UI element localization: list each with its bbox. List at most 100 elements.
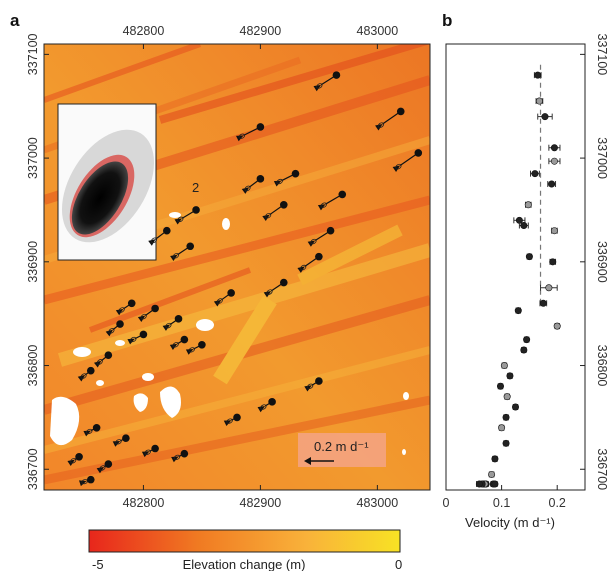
error-ellipse bbox=[377, 122, 385, 128]
y-tick-label: 336900 bbox=[26, 241, 40, 283]
survey-point bbox=[186, 242, 195, 251]
survey-point bbox=[86, 475, 95, 484]
error-ellipse bbox=[320, 202, 327, 208]
error-ellipse bbox=[130, 336, 137, 343]
survey-point bbox=[92, 423, 101, 432]
x-tick-label-bottom: 482800 bbox=[123, 496, 165, 510]
velocity-point bbox=[503, 393, 511, 401]
panel-b-frame bbox=[445, 43, 586, 491]
error-ellipse bbox=[266, 289, 273, 295]
velocity-point bbox=[502, 439, 510, 447]
error-ellipse bbox=[165, 322, 172, 329]
survey-point bbox=[291, 169, 300, 178]
velocity-point bbox=[502, 413, 510, 421]
error-ellipse bbox=[172, 342, 179, 348]
velocity-profile bbox=[475, 71, 561, 488]
error-ellipse bbox=[276, 178, 283, 185]
point-annotation: 2 bbox=[192, 180, 199, 195]
velocity-point bbox=[524, 201, 532, 209]
y-tick-label: 336800 bbox=[26, 345, 40, 387]
b-x-tick-label: 0 bbox=[443, 496, 450, 510]
survey-point bbox=[233, 413, 241, 422]
velocity-points bbox=[67, 71, 423, 487]
survey-point bbox=[180, 449, 189, 458]
error-ellipse bbox=[216, 298, 223, 304]
velocity-point bbox=[545, 284, 553, 292]
colorbar-max-label: 0 bbox=[395, 557, 402, 571]
survey-point bbox=[332, 71, 341, 79]
x-tick-label-bottom: 483000 bbox=[357, 496, 399, 510]
b-y-tick-label: 337000 bbox=[595, 137, 608, 179]
velocity-point bbox=[541, 113, 549, 121]
survey-point bbox=[122, 434, 130, 442]
velocity-point bbox=[525, 253, 533, 261]
vector-arrowhead bbox=[78, 480, 87, 487]
velocity-point bbox=[539, 299, 547, 307]
panel-b-letter: b bbox=[442, 11, 452, 30]
inset-scatter-density bbox=[57, 103, 157, 261]
scale-bar-label: 0.2 m d⁻¹ bbox=[314, 439, 369, 454]
error-ellipse bbox=[150, 237, 158, 244]
velocity-point bbox=[520, 222, 528, 230]
survey-point bbox=[279, 200, 288, 209]
panel-a-axes: 482800 482800 482900 482900 483000 483000 3367… bbox=[26, 24, 398, 510]
error-ellipse bbox=[173, 454, 181, 461]
survey-point bbox=[127, 299, 136, 308]
error-ellipse bbox=[244, 185, 251, 192]
error-ellipse bbox=[115, 439, 122, 445]
survey-point bbox=[163, 226, 171, 235]
velocity-point bbox=[496, 382, 504, 390]
survey-point bbox=[116, 320, 124, 328]
velocity-point bbox=[491, 455, 499, 463]
no-data-patches bbox=[50, 212, 409, 455]
survey-point bbox=[151, 444, 159, 453]
x-tick-label-top: 482900 bbox=[240, 24, 282, 38]
velocity-point bbox=[548, 180, 556, 188]
survey-point bbox=[86, 366, 95, 375]
error-ellipse bbox=[99, 465, 106, 471]
y-tick-label: 336700 bbox=[26, 448, 40, 490]
survey-point bbox=[75, 453, 83, 461]
velocity-point bbox=[500, 362, 508, 370]
error-ellipse bbox=[300, 264, 307, 271]
error-ellipse bbox=[86, 428, 93, 435]
survey-point bbox=[174, 315, 183, 323]
colorbar-title: Elevation change (m) bbox=[183, 557, 306, 571]
colorbar-min-label: -5 bbox=[92, 557, 104, 571]
survey-point bbox=[104, 460, 113, 468]
velocity-point bbox=[535, 97, 543, 105]
survey-point bbox=[151, 304, 159, 313]
velocity-point bbox=[506, 372, 514, 380]
survey-point bbox=[315, 252, 323, 261]
survey-point bbox=[104, 351, 113, 359]
survey-point bbox=[192, 206, 200, 214]
error-ellipse bbox=[310, 238, 317, 245]
velocity-point bbox=[511, 403, 519, 411]
y-tick-label: 337100 bbox=[26, 33, 40, 75]
survey-point bbox=[326, 226, 335, 235]
survey-point bbox=[139, 330, 148, 339]
survey-point bbox=[279, 278, 288, 287]
velocity-point bbox=[550, 157, 558, 165]
y-tick-label: 337000 bbox=[26, 137, 40, 179]
error-ellipse bbox=[172, 253, 180, 259]
velocity-point bbox=[514, 307, 522, 315]
b-y-tick-label: 337100 bbox=[595, 34, 608, 76]
velocity-point bbox=[550, 144, 558, 152]
error-ellipse bbox=[316, 83, 323, 89]
b-x-tick-label: 0.2 bbox=[549, 496, 566, 510]
velocity-point bbox=[498, 424, 506, 432]
x-tick-label-bottom: 482900 bbox=[240, 496, 282, 510]
survey-point bbox=[180, 335, 189, 344]
x-tick-label-top: 483000 bbox=[357, 24, 399, 38]
survey-point bbox=[256, 175, 265, 183]
error-ellipse bbox=[395, 163, 402, 170]
survey-point bbox=[198, 340, 206, 349]
survey-point bbox=[396, 107, 405, 116]
survey-point bbox=[315, 377, 323, 385]
velocity-point bbox=[534, 71, 542, 79]
error-ellipse bbox=[144, 449, 151, 455]
velocity-point bbox=[549, 258, 557, 266]
panel-a-frame bbox=[43, 43, 431, 491]
error-ellipse bbox=[260, 404, 267, 410]
